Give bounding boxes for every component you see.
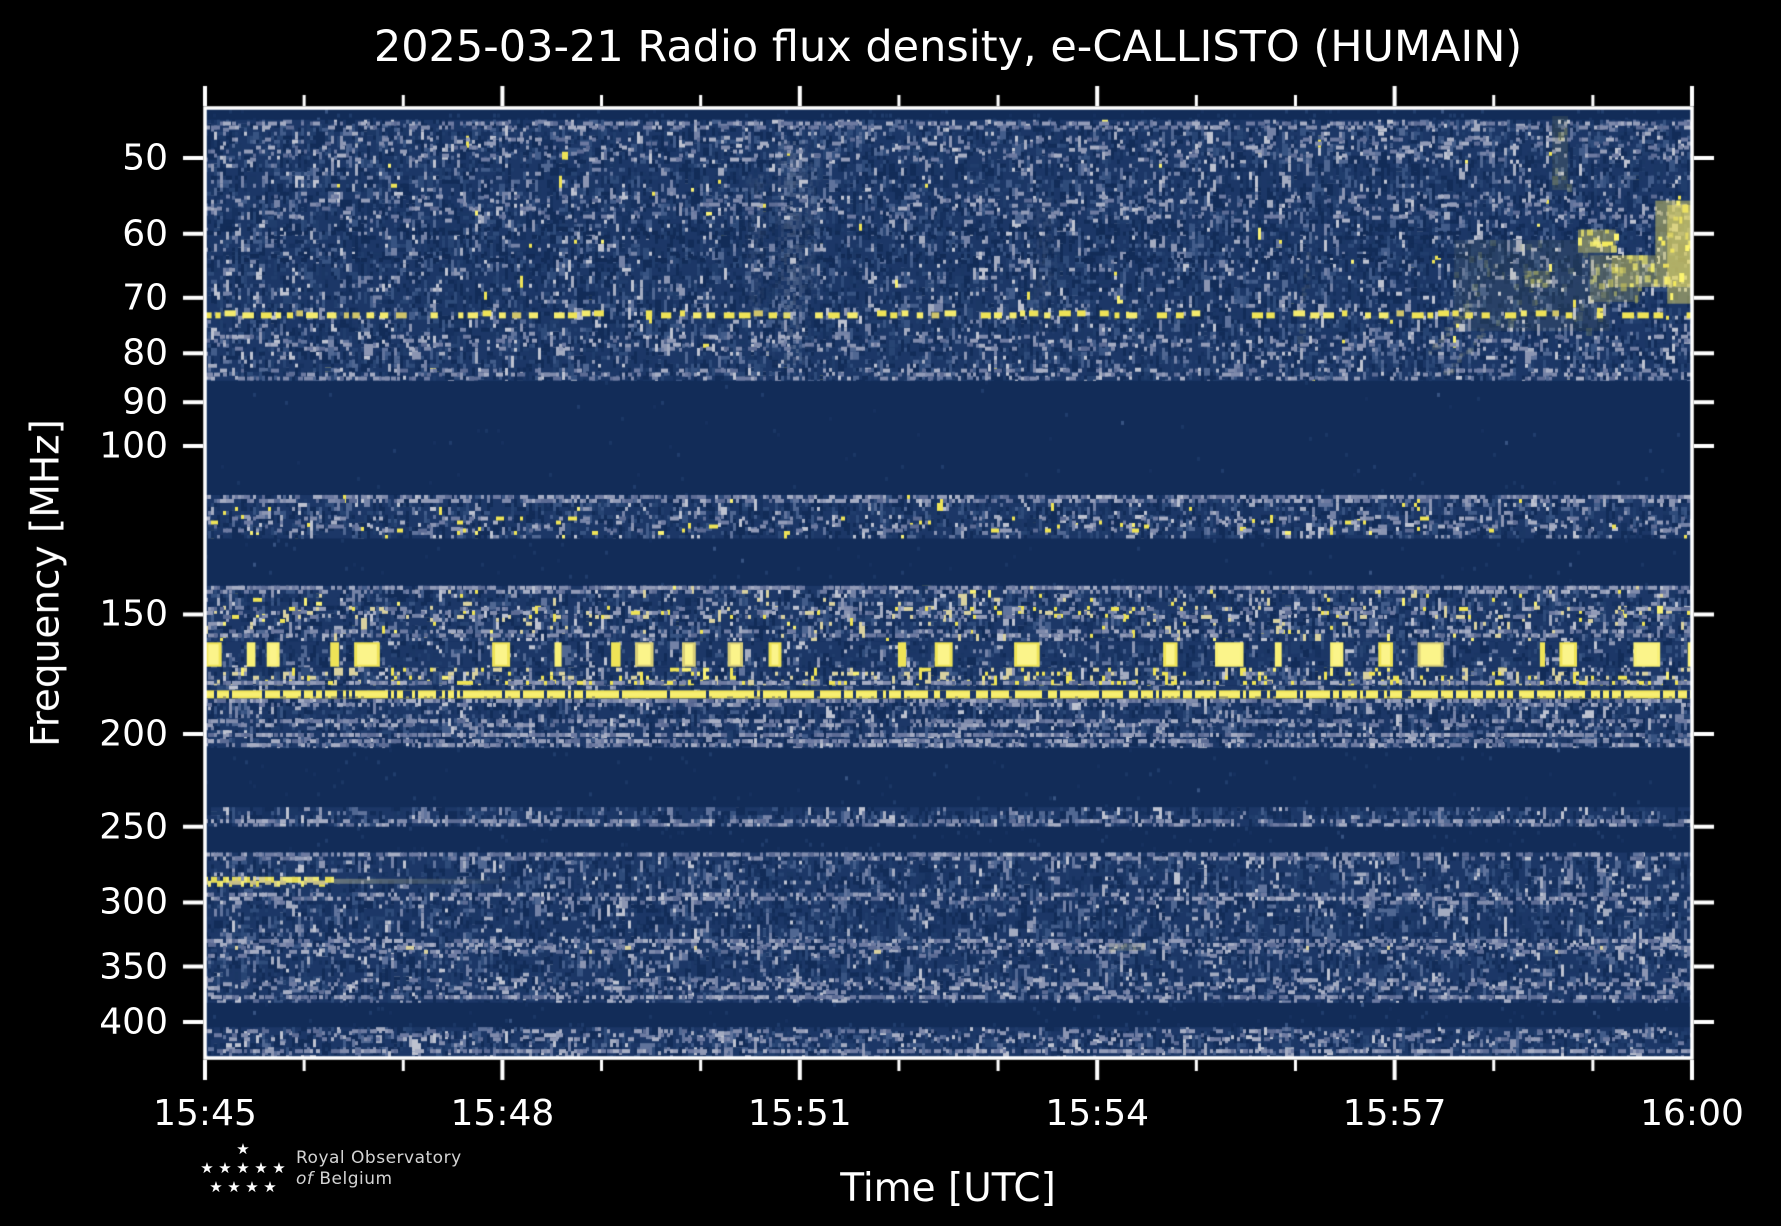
rob-logo-line2-rest: Belgium bbox=[319, 1169, 393, 1189]
rob-logo-line2: of Belgium bbox=[296, 1169, 462, 1190]
y-tick-label: 200 bbox=[99, 713, 168, 755]
x-tick-label: 15:57 bbox=[1342, 1093, 1447, 1134]
star-icon: ★ bbox=[236, 1159, 250, 1177]
star-icon: ★ bbox=[218, 1159, 232, 1177]
x-tick-label: 15:45 bbox=[153, 1093, 257, 1134]
y-tick-label: 60 bbox=[122, 213, 168, 255]
x-tick-label: 15:48 bbox=[450, 1093, 555, 1134]
chart-title: 2025-03-21 Radio flux density, e-CALLIST… bbox=[373, 22, 1523, 72]
star-icon: ★ bbox=[272, 1159, 286, 1177]
y-tick-label: 350 bbox=[99, 946, 168, 988]
y-tick-label: 70 bbox=[122, 277, 168, 319]
y-tick-label: 90 bbox=[122, 381, 168, 423]
rob-logo-text: Royal Observatory of Belgium bbox=[296, 1148, 462, 1190]
star-icon: ★ bbox=[254, 1159, 268, 1177]
x-tick-label: 16:00 bbox=[1640, 1093, 1744, 1134]
x-axis-label: Time [UTC] bbox=[840, 1166, 1056, 1211]
y-tick-label: 250 bbox=[99, 806, 168, 848]
star-icon: ★ bbox=[209, 1178, 223, 1196]
star-icon: ★ bbox=[236, 1140, 250, 1158]
y-tick-label: 80 bbox=[122, 332, 168, 374]
y-tick-label: 50 bbox=[122, 137, 168, 179]
x-tick-label: 15:51 bbox=[747, 1093, 852, 1134]
star-icon: ★ bbox=[263, 1178, 277, 1196]
y-tick-label: 150 bbox=[99, 593, 168, 635]
rob-logo-line1: Royal Observatory bbox=[296, 1148, 462, 1168]
rob-logo-line2-of: of bbox=[296, 1169, 314, 1189]
y-tick-label: 400 bbox=[99, 1001, 168, 1043]
y-tick-label: 100 bbox=[99, 425, 168, 467]
x-tick-label: 15:54 bbox=[1045, 1093, 1150, 1134]
star-icon: ★ bbox=[200, 1159, 214, 1177]
y-tick-label: 300 bbox=[99, 881, 168, 923]
star-icon: ★ bbox=[227, 1178, 241, 1196]
y-axis-label: Frequency [MHz] bbox=[23, 419, 69, 747]
star-icon: ★ bbox=[245, 1178, 259, 1196]
